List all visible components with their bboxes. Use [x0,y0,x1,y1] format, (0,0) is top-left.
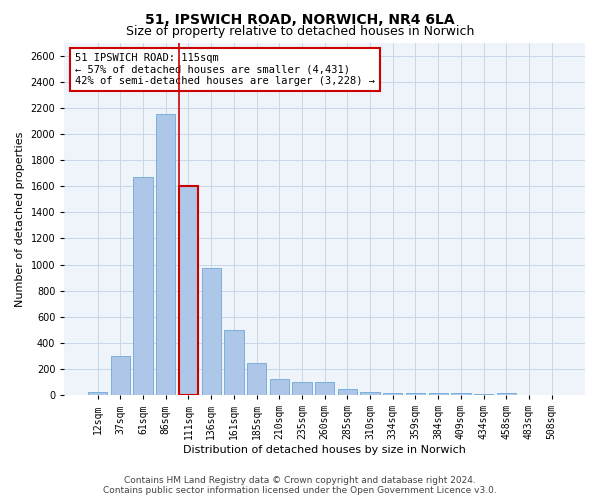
Bar [156,114,175,395]
Bar [88,392,107,395]
Text: 51 IPSWICH ROAD: 115sqm
← 57% of detached houses are smaller (4,431)
42% of semi: 51 IPSWICH ROAD: 115sqm ← 57% of detache… [75,53,375,86]
Bar [497,392,516,395]
Y-axis label: Number of detached properties: Number of detached properties [15,131,25,306]
Bar [179,186,198,395]
Bar [111,356,130,395]
Bar [361,392,380,395]
Bar [474,394,493,395]
Bar [338,390,357,395]
Bar [428,393,448,395]
Bar [406,393,425,395]
Bar [520,394,539,395]
Text: Contains HM Land Registry data © Crown copyright and database right 2024.
Contai: Contains HM Land Registry data © Crown c… [103,476,497,495]
Bar [247,362,266,395]
Bar [383,392,403,395]
Bar [202,268,221,395]
Text: 51, IPSWICH ROAD, NORWICH, NR4 6LA: 51, IPSWICH ROAD, NORWICH, NR4 6LA [145,12,455,26]
Bar [451,393,470,395]
Text: Size of property relative to detached houses in Norwich: Size of property relative to detached ho… [126,25,474,38]
Bar [133,177,153,395]
Bar [269,379,289,395]
Bar [292,382,311,395]
Bar [224,330,244,395]
Bar [315,382,334,395]
X-axis label: Distribution of detached houses by size in Norwich: Distribution of detached houses by size … [183,445,466,455]
